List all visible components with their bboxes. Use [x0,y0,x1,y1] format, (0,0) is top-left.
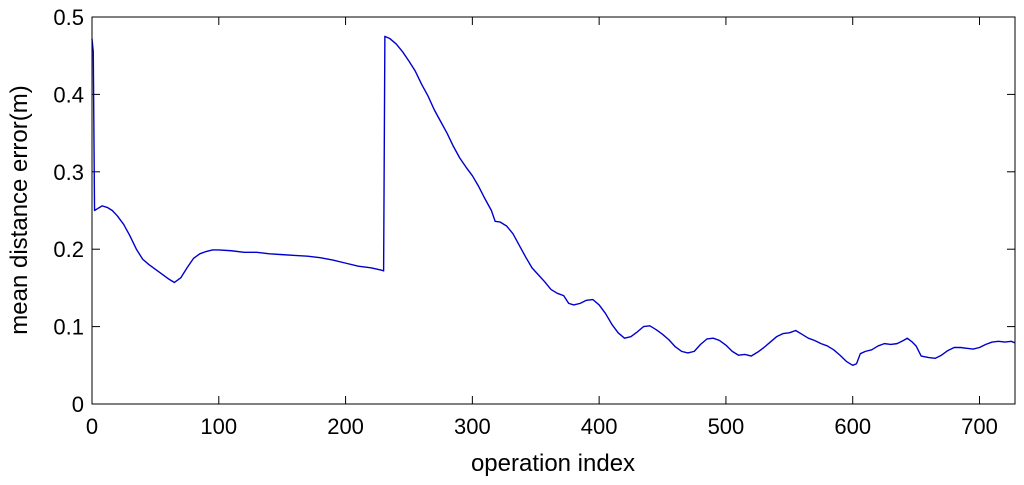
y-tick-label: 0 [72,392,84,417]
y-tick-label: 0.5 [53,5,84,30]
y-tick-label: 0.3 [53,160,84,185]
series-line [91,35,1016,366]
x-tick-label: 700 [961,414,998,439]
x-tick-label: 400 [581,414,618,439]
x-tick-label: 200 [327,414,364,439]
x-tick-label: 600 [834,414,871,439]
y-tick-label: 0.1 [53,315,84,340]
x-tick-label: 500 [708,414,745,439]
x-tick-label: 0 [86,414,98,439]
y-axis-title: mean distance error(m) [6,85,33,334]
x-axis-title: operation index [471,450,635,477]
y-tick-label: 0.4 [53,82,84,107]
x-tick-label: 100 [200,414,237,439]
x-tick-label: 300 [454,414,491,439]
tick-layer: 0 100 200 300 400 500 600 700 0 0.1 0.2 0.3 0.4 0.5 [53,5,1015,439]
y-tick-label: 0.2 [53,237,84,262]
series-layer [91,35,1016,366]
plot-area-frame [91,16,1016,405]
